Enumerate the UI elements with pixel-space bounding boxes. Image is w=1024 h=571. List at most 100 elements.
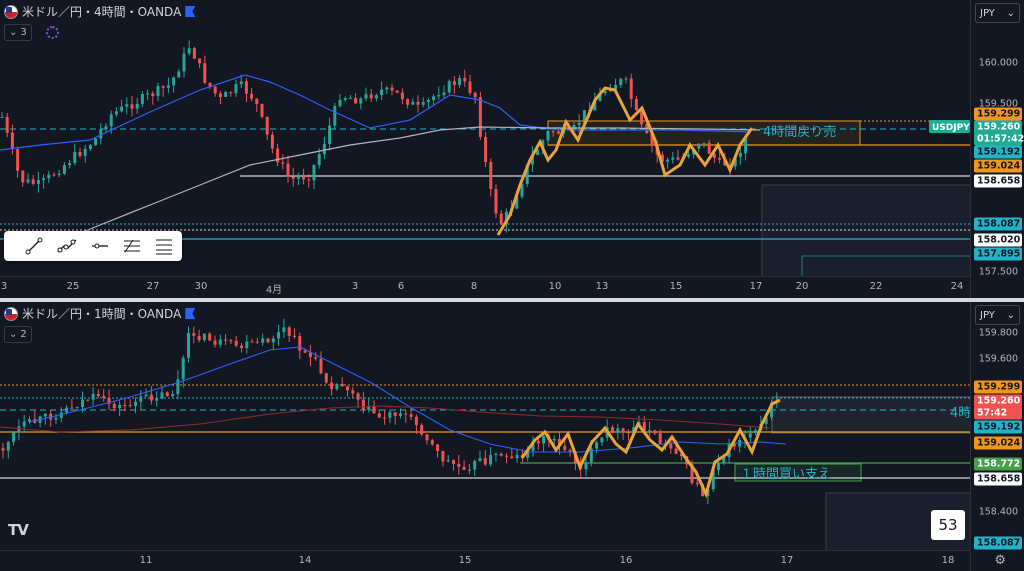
candle-body: [770, 403, 773, 418]
candle-body: [0, 116, 4, 118]
candle-body: [317, 154, 321, 166]
candle-body: [43, 413, 47, 417]
candle-body: [130, 104, 134, 109]
candle-body: [26, 179, 30, 183]
time-label: 16: [619, 555, 633, 566]
price-label: 158.087: [974, 536, 1022, 550]
candle-body: [505, 455, 508, 457]
chart-pane-1h[interactable]: １時間買い支え 4時 米ドル／円・1時間・OANDA ⌄ 2 TV 53 JPY …: [0, 302, 1024, 571]
candle-body: [436, 444, 440, 452]
candle-body: [372, 405, 376, 414]
indicators-collapse-button[interactable]: ⌄ 2: [4, 326, 32, 343]
candle-body: [229, 340, 233, 342]
parallel-channel-icon[interactable]: [154, 235, 174, 257]
candle-body: [425, 434, 429, 441]
pane-divider[interactable]: [0, 298, 1024, 302]
candle-body: [515, 454, 519, 459]
candle-body: [467, 469, 471, 471]
tradingview-logo[interactable]: TV: [8, 521, 29, 539]
horizontal-line-icon[interactable]: [90, 235, 110, 257]
symbol-title[interactable]: 米ドル／円・1時間・OANDA: [22, 307, 182, 321]
candle-body: [203, 63, 207, 83]
price-tick: 157.500: [978, 266, 1018, 278]
candle-body: [624, 78, 628, 80]
candle-body: [291, 176, 295, 179]
candle-body: [707, 142, 711, 154]
candle-body: [255, 341, 259, 343]
chevron-down-icon: ⌄: [1006, 309, 1015, 321]
bookmark-flag-icon[interactable]: [185, 308, 196, 319]
moving-average-grey: [39, 126, 761, 251]
bar-count-box: 53: [931, 510, 965, 540]
candle-body: [265, 116, 269, 135]
time-label: 17: [780, 555, 794, 566]
candle-body: [669, 443, 673, 449]
candle-body: [409, 414, 413, 417]
time-label: 8: [470, 281, 478, 292]
gear-icon[interactable]: ⚙: [994, 553, 1006, 568]
candle-body: [250, 341, 254, 343]
candle-body: [458, 77, 462, 86]
fib-icon[interactable]: [122, 235, 142, 257]
time-axis-4h[interactable]: 3 25 27 30 4月 3 6 8 10 13 15 17 20 22 24: [0, 276, 970, 298]
candle-body: [478, 97, 482, 138]
symbol-legend[interactable]: 米ドル／円・1時間・OANDA: [4, 305, 196, 322]
candle-body: [52, 174, 56, 176]
candle-body: [70, 407, 74, 409]
candle-body: [312, 165, 316, 181]
moving-average-blue: [0, 74, 751, 151]
currency-select[interactable]: JPY ⌄: [975, 305, 1020, 325]
candle-body: [558, 438, 561, 446]
candle-body: [213, 340, 217, 345]
time-label: 25: [66, 281, 80, 292]
candle-body: [202, 333, 206, 341]
price-tick: 158.400: [978, 506, 1018, 518]
plot-area-1h[interactable]: １時間買い支え 4時: [0, 302, 970, 550]
price-axis-4h[interactable]: JPY ⌄ 160.000 159.500 157.500 159.299 15…: [970, 0, 1024, 298]
candle-body: [390, 87, 394, 91]
candle-body: [619, 78, 623, 85]
candle-body: [86, 399, 90, 401]
wave-line: [520, 398, 781, 499]
drawing-toolbar[interactable]: [4, 231, 182, 261]
indicator-count: 3: [20, 27, 27, 38]
candle-body: [531, 441, 535, 451]
candle-body: [504, 211, 508, 225]
symbol-title[interactable]: 米ドル／円・4時間・OANDA: [22, 5, 182, 19]
currency-select[interactable]: JPY ⌄: [975, 3, 1020, 23]
candle-body: [542, 435, 546, 444]
price-label: 159.299: [974, 380, 1022, 394]
time-axis-1h[interactable]: 11 14 15 16 17 18: [0, 550, 970, 571]
candle-body: [213, 86, 217, 94]
price-label: 57:42: [974, 406, 1022, 420]
candle-body: [520, 183, 524, 197]
candle-body: [515, 196, 519, 209]
candle-body: [711, 469, 715, 490]
candle-body: [149, 394, 153, 401]
bookmark-flag-icon[interactable]: [185, 6, 196, 17]
candle-body: [181, 357, 185, 380]
candle-body: [335, 383, 339, 390]
price-tick: 160.000: [978, 57, 1018, 69]
candle-body: [718, 157, 722, 160]
candle-body: [187, 333, 190, 358]
indicator-status-icon[interactable]: [46, 26, 59, 39]
candle-body: [286, 163, 290, 177]
chart-pane-4h[interactable]: 4時間戻り売 USDJPY 米ドル／円・4時間・OANDA ⌄ 3 JPY ⌄: [0, 0, 1024, 298]
price-axis-1h[interactable]: JPY ⌄ 159.800 159.600 158.400 159.299 15…: [970, 302, 1024, 571]
candle-body: [10, 132, 14, 150]
symbol-legend[interactable]: 米ドル／円・4時間・OANDA: [4, 3, 196, 20]
annotation-text: 4時間戻り売: [763, 124, 836, 140]
price-label: 157.895: [974, 247, 1022, 261]
candle-body: [239, 81, 243, 85]
ray-icon[interactable]: [56, 235, 78, 257]
candle-body: [314, 357, 318, 359]
candle-body: [364, 94, 368, 99]
indicators-collapse-button[interactable]: ⌄ 3: [4, 24, 32, 41]
candle-body: [377, 413, 381, 418]
candle-body: [416, 101, 420, 105]
price-label: 159.024: [974, 436, 1022, 450]
candle-body: [552, 438, 556, 441]
trend-line-icon[interactable]: [24, 235, 44, 257]
candle-body: [102, 395, 106, 398]
